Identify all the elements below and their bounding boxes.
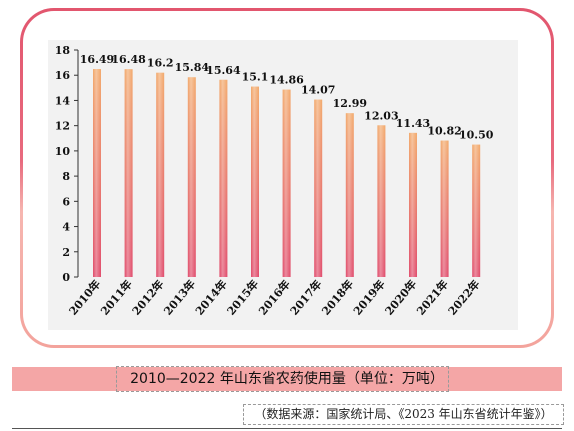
source-dashed-box: [243, 404, 564, 425]
bar-highlight: [93, 69, 101, 277]
bar-highlight: [472, 144, 481, 277]
value-label: 16.2: [147, 57, 174, 70]
value-label: 14.86: [269, 74, 304, 87]
x-tick-label: 2019年: [350, 277, 387, 318]
bottom-rule: [12, 428, 562, 429]
x-tick-label: 2018年: [319, 277, 356, 318]
value-label: 14.07: [301, 84, 335, 97]
y-tick-label: 14: [55, 94, 71, 107]
bar-highlight: [124, 69, 133, 278]
x-tick-label: 2012年: [129, 277, 166, 318]
value-label: 15.64: [206, 64, 241, 77]
bar-highlight: [440, 140, 449, 277]
y-tick-label: 0: [62, 271, 70, 284]
x-tick-label: 2020年: [382, 277, 419, 318]
y-axis: 0 2 4 6 8 10 12 14 16 18: [55, 44, 79, 284]
y-tick-label: 4: [62, 221, 70, 234]
bar-highlight: [282, 89, 291, 277]
y-tick-label: 8: [62, 170, 70, 183]
value-label: 10.82: [427, 125, 461, 138]
y-tick-label: 6: [62, 195, 70, 208]
value-label: 16.48: [111, 53, 146, 66]
x-tick-label: 2010年: [66, 277, 103, 318]
bar-highlight: [409, 132, 417, 277]
x-tick-label: 2017年: [287, 277, 324, 318]
bars: [93, 69, 481, 278]
x-tick-label: 2022年: [445, 277, 482, 318]
y-tick-label: 18: [55, 44, 71, 57]
value-label: 15.84: [175, 61, 210, 74]
value-label: 11.43: [396, 117, 430, 130]
bar-highlight: [156, 72, 165, 277]
x-tick-label: 2011年: [97, 277, 134, 318]
y-tick-label: 10: [55, 145, 71, 158]
y-tick-label: 16: [55, 69, 71, 82]
x-tick-label: 2021年: [413, 277, 450, 318]
bar-highlight: [219, 79, 228, 277]
value-label: 15.1: [242, 71, 269, 84]
value-label: 12.03: [364, 109, 398, 122]
chart-caption: 2010—2022 年山东省农药使用量（单位：万吨）: [130, 371, 444, 387]
value-label: 12.99: [333, 97, 367, 110]
bar-highlight: [251, 86, 259, 277]
caption-bar: [12, 367, 562, 391]
x-tick-label: 2014年: [192, 277, 229, 318]
x-tick-label: 2013年: [161, 277, 198, 318]
x-tick-label: 2015年: [224, 277, 261, 318]
value-label: 16.49: [80, 53, 114, 66]
bar-highlight: [314, 99, 323, 277]
source-note: （数据来源：国家统计局、《2023 年山东省统计年鉴》）: [254, 407, 553, 421]
bar-highlight: [187, 77, 196, 278]
y-tick-label: 2: [62, 246, 70, 259]
x-tick-label: 2016年: [255, 277, 292, 318]
y-tick-label: 12: [55, 120, 70, 133]
value-label: 10.50: [459, 129, 494, 142]
caption-dashed-box: [116, 366, 449, 392]
bar-highlight: [377, 125, 386, 277]
bar-highlight: [345, 113, 354, 277]
x-tick-labels: 2010年2011年2012年2013年2014年2015年2016年2017年…: [66, 277, 483, 318]
